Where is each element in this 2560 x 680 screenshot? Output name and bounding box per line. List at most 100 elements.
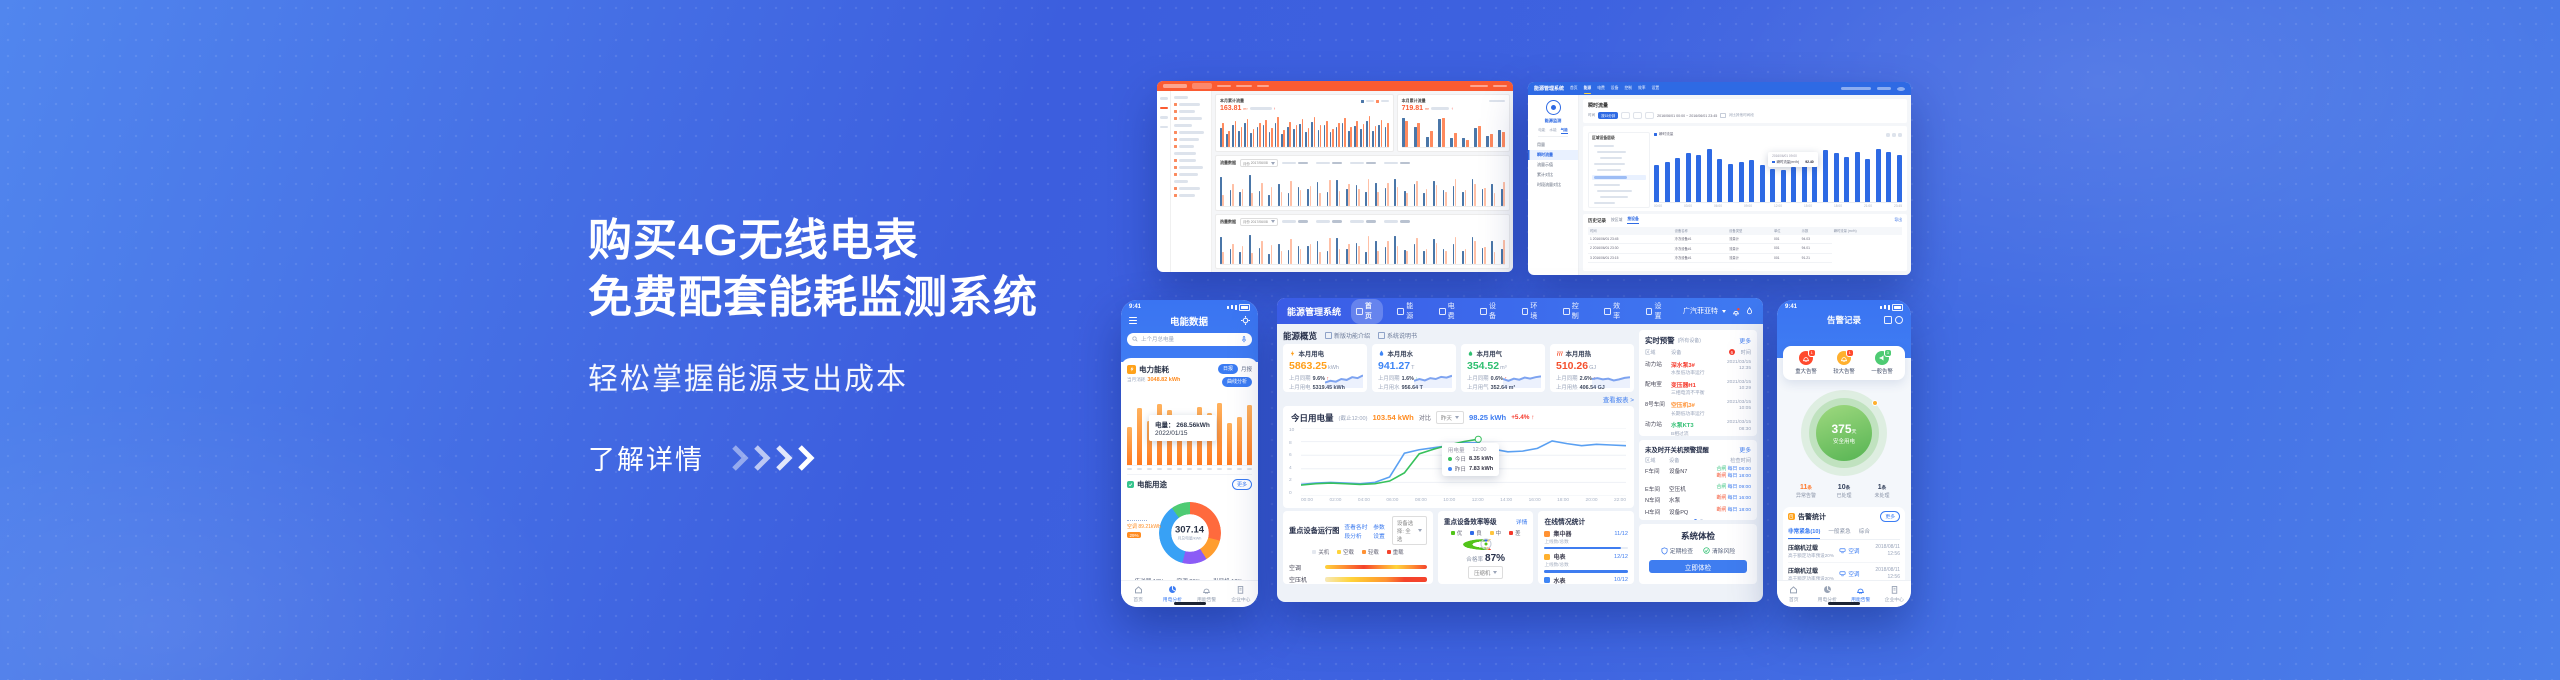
tree-item[interactable] — [1174, 187, 1208, 190]
download-icon[interactable] — [1898, 132, 1902, 137]
tab-用能告警[interactable]: 用能告警 — [1844, 581, 1878, 607]
nav-item-能源[interactable]: 能源 — [1392, 299, 1424, 324]
tree-item[interactable] — [1592, 201, 1646, 204]
tree-item[interactable] — [1592, 189, 1646, 192]
more-button[interactable]: 更多 — [1231, 479, 1252, 491]
user-menu[interactable] — [1877, 87, 1891, 90]
alert-row[interactable]: 8号车间 空压机3# 长期低功率运行 2021/03/15 10:05 — [1645, 399, 1751, 417]
tree-item[interactable] — [1592, 162, 1646, 165]
view-report-link[interactable]: 查看报表 > — [1602, 396, 1634, 404]
nav-item-环境[interactable]: 环境 — [1517, 299, 1549, 324]
mic-icon[interactable] — [1241, 335, 1247, 343]
interval-button[interactable]: 按15分钟 — [1598, 112, 1619, 119]
scan-icon[interactable] — [1895, 315, 1903, 324]
tab-首页[interactable]: 首页 — [1777, 581, 1811, 607]
nav-item-设备[interactable]: 设备 — [1610, 86, 1619, 90]
category-一般告警[interactable]: 3 一般告警 — [1871, 349, 1893, 375]
interval-button[interactable] — [1633, 112, 1643, 119]
month-picker[interactable]: 月份 2017/06/08 — [1240, 159, 1278, 167]
bell-icon[interactable] — [1897, 86, 1905, 91]
export-link[interactable]: 导出 — [1894, 218, 1902, 222]
nav-item-设备[interactable]: 设备 — [1475, 299, 1507, 324]
chart-type-icon[interactable] — [1886, 132, 1890, 137]
energy-tab-电能[interactable]: 电能 — [1538, 127, 1546, 132]
switch-alert-row[interactable]: N车间 水泵 断闸 每日 16:00 — [1645, 496, 1751, 505]
tree-item[interactable] — [1592, 144, 1646, 147]
tree-item[interactable] — [1174, 173, 1208, 176]
tree-item[interactable] — [1174, 103, 1208, 106]
sidebar-item-瞬时流量[interactable]: 瞬时流量 — [1528, 149, 1578, 160]
tab-by-area[interactable]: 按区域 — [1611, 218, 1623, 222]
link-new-features[interactable]: 新版功能介绍 — [1325, 331, 1370, 340]
link-manual[interactable]: 系统说明书 — [1378, 331, 1417, 340]
nav-item-控制[interactable]: 控制 — [1624, 86, 1632, 90]
tab-企业中心[interactable]: 企业中心 — [1878, 581, 1912, 607]
tree-item[interactable] — [1174, 117, 1208, 120]
energy-tab-水能[interactable]: 水能 — [1549, 127, 1557, 132]
tree-item[interactable] — [1174, 152, 1208, 155]
energy-tab-气能[interactable]: 气能 — [1560, 127, 1568, 134]
tree-item[interactable] — [1174, 124, 1208, 127]
param-settings-link[interactable]: 参数设置 — [1373, 524, 1385, 540]
switch-alert-row[interactable]: F车间 设备N7 合闸 每日 08:00 断闸 每日 18:00 — [1645, 467, 1751, 480]
tree-item[interactable] — [1174, 138, 1208, 141]
gear-icon[interactable] — [1240, 316, 1250, 325]
nav-item-效率[interactable]: 效率 — [1637, 86, 1646, 90]
tab-非常紧急(10)[interactable]: 非常紧急(10) — [1788, 525, 1821, 539]
tab-by-device[interactable]: 按设备 — [1627, 217, 1639, 224]
sidebar-item-流量示值[interactable]: 流量示值 — [1537, 161, 1553, 167]
sidebar-item-累计对比[interactable]: 累计对比 — [1537, 171, 1553, 177]
nav-item-首页[interactable]: 首页 — [1570, 86, 1578, 90]
tab-用电分析[interactable]: 用电分析 — [1811, 581, 1845, 607]
tree-item[interactable] — [1592, 183, 1646, 186]
tree-item[interactable] — [1174, 145, 1208, 148]
alert-row[interactable]: 动力站 深水泵3# 水泵低功率运行 2021/03/15 12:35 — [1645, 359, 1751, 377]
checkup-now-button[interactable]: 立即体检 — [1649, 560, 1747, 573]
nav-item[interactable] — [1257, 84, 1269, 88]
tree-item[interactable] — [1592, 168, 1646, 171]
device-select[interactable]: 设备选择: 全选 — [1391, 516, 1427, 545]
nav-item[interactable] — [1236, 84, 1252, 88]
tree-item[interactable] — [1174, 131, 1208, 134]
table-row[interactable]: 2 2016/06/01 23:30 冷冻设备#1 流量计 001 94.01 — [1588, 243, 1902, 254]
table-row[interactable]: 3 2016/06/01 23:15 冷冻设备#1 流量计 001 91.21 — [1588, 253, 1902, 264]
bell-icon[interactable] — [1732, 307, 1740, 316]
learn-more-link[interactable]: 了解详情 — [588, 438, 1038, 477]
tree-item[interactable] — [1174, 96, 1208, 99]
alert-row[interactable]: 配电室 变压器H1 三相电流不平衡 2021/03/15 10:29 — [1645, 379, 1751, 397]
compare-checkbox[interactable] — [1720, 112, 1726, 119]
tree-item[interactable] — [1174, 194, 1208, 197]
category-较大告警[interactable]: 1 较大告警 — [1833, 349, 1855, 375]
company-switcher[interactable]: 广汽菲亚特 — [1683, 306, 1726, 316]
nav-item[interactable] — [1217, 84, 1231, 88]
tab-用电分析[interactable]: 用电分析 — [1155, 581, 1189, 607]
date-range[interactable]: 2016/06/01 00:00 ~ 2016/06/01 23:45 — [1657, 113, 1718, 118]
nav-item-首页[interactable]: 首页 — [1351, 298, 1384, 324]
compare-select[interactable]: 昨天 — [1435, 411, 1465, 424]
rail-item[interactable] — [1159, 106, 1168, 109]
switch-alert-row[interactable]: H车间 设备PQ 断闸 每日 18:00 — [1645, 507, 1751, 516]
rail-item[interactable] — [1159, 116, 1168, 119]
interval-button[interactable] — [1621, 112, 1631, 119]
tab-首页[interactable]: 首页 — [1121, 581, 1155, 607]
tree-item[interactable] — [1592, 150, 1646, 153]
nav-item-效率[interactable]: 效率 — [1599, 299, 1631, 324]
tab-综合[interactable]: 综合 — [1858, 529, 1870, 535]
nav-item-电费[interactable]: 电费 — [1434, 299, 1466, 324]
drop-icon[interactable] — [1746, 306, 1753, 316]
nav-item-active[interactable] — [1192, 83, 1212, 89]
device-type-select[interactable]: 压缩机 — [1468, 566, 1504, 579]
user-menu[interactable] — [1470, 84, 1488, 88]
sidebar-item-时段流量对比[interactable]: 时段流量对比 — [1537, 181, 1561, 187]
company-name[interactable] — [1841, 87, 1871, 90]
more-button[interactable]: 更多 — [1880, 511, 1900, 522]
more-link[interactable]: 更多 — [1739, 447, 1751, 454]
table-view-icon[interactable] — [1892, 132, 1896, 137]
curve-analysis-button[interactable]: 曲线分析 — [1221, 376, 1252, 387]
time-analysis-link[interactable]: 查看各时段分析 — [1344, 524, 1368, 540]
month-picker[interactable]: 月份 2017/06/08 — [1240, 217, 1278, 226]
more-link[interactable]: 更多 — [1739, 339, 1751, 345]
sidebar-item-用量[interactable]: 用量 — [1537, 141, 1545, 147]
nav-item-设置[interactable]: 设置 — [1641, 299, 1673, 324]
